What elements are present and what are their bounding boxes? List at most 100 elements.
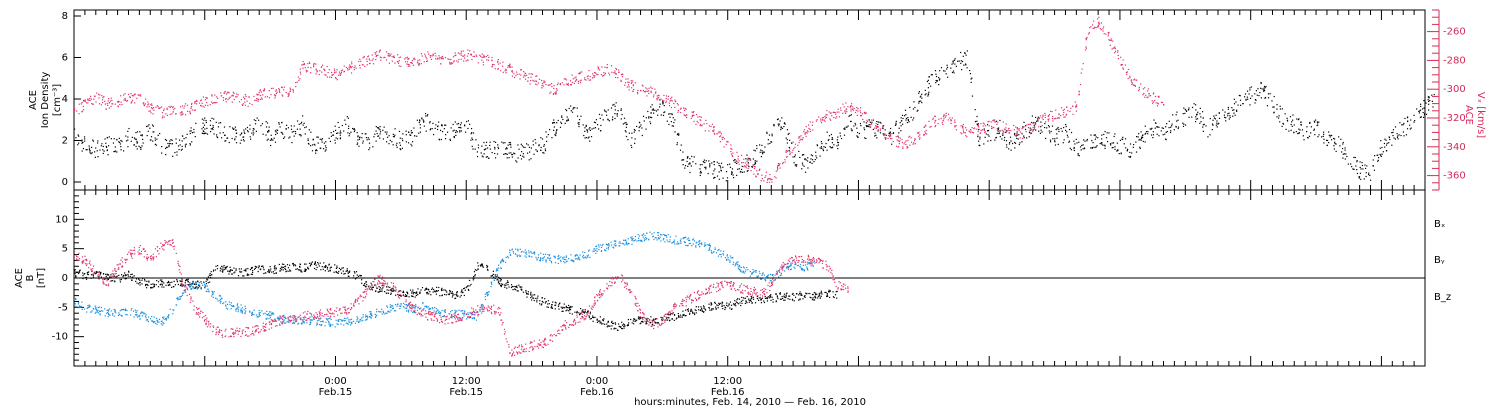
- data-point: [280, 269, 283, 271]
- data-point: [704, 309, 707, 311]
- data-point: [380, 290, 382, 292]
- data-point: [789, 295, 791, 297]
- data-point: [750, 159, 752, 161]
- data-point: [654, 109, 656, 111]
- data-point: [169, 106, 171, 109]
- data-point: [709, 163, 711, 165]
- data-point: [836, 111, 838, 113]
- data-point: [1145, 132, 1147, 134]
- data-point: [892, 141, 894, 143]
- data-point: [436, 290, 438, 292]
- data-point: [390, 292, 392, 294]
- data-point: [576, 115, 579, 117]
- data-point: [102, 96, 104, 99]
- data-point: [95, 311, 97, 313]
- data-point: [1083, 148, 1086, 150]
- data-point: [358, 138, 361, 140]
- data-point: [1068, 141, 1070, 143]
- data-point: [745, 158, 747, 160]
- data-point: [995, 120, 998, 122]
- data-point: [566, 119, 568, 122]
- data-point: [676, 102, 678, 105]
- data-point: [191, 283, 193, 285]
- data-point: [760, 156, 763, 158]
- data-point: [1055, 109, 1057, 111]
- data-point: [791, 298, 794, 300]
- data-point: [1147, 133, 1149, 135]
- data-point: [483, 153, 485, 155]
- data-point: [888, 132, 890, 134]
- data-point: [766, 298, 768, 300]
- data-point: [1334, 142, 1336, 145]
- data-point: [903, 143, 905, 145]
- data-point: [145, 287, 148, 289]
- data-point: [1129, 75, 1131, 77]
- data-point: [321, 66, 323, 68]
- data-point: [1041, 125, 1043, 127]
- data-point: [438, 138, 440, 140]
- data-point: [1013, 129, 1015, 131]
- data-point: [905, 140, 907, 142]
- data-point: [375, 53, 377, 55]
- data-point: [1091, 24, 1094, 26]
- data-point: [1289, 116, 1292, 118]
- data-point: [97, 312, 99, 314]
- data-point: [406, 294, 408, 297]
- data-point: [962, 127, 964, 129]
- data-point: [570, 105, 572, 107]
- data-point: [147, 284, 149, 287]
- data-point: [719, 165, 721, 167]
- data-point: [113, 138, 115, 140]
- data-point: [1323, 133, 1325, 135]
- data-point: [423, 121, 425, 123]
- data-point: [905, 117, 908, 120]
- data-point: [652, 96, 655, 98]
- data-point: [800, 294, 802, 296]
- data-point: [611, 325, 613, 327]
- data-point: [1101, 134, 1103, 136]
- data-point: [181, 280, 183, 282]
- data-point: [622, 323, 625, 325]
- data-point: [333, 70, 336, 72]
- data-point: [775, 300, 777, 302]
- data-point: [176, 151, 178, 153]
- data-point: [721, 302, 724, 304]
- data-point: [385, 286, 388, 288]
- data-point: [81, 110, 84, 112]
- data-point: [504, 286, 506, 288]
- data-point: [411, 59, 413, 62]
- data-point: [685, 114, 688, 116]
- data-point: [149, 110, 151, 112]
- data-point: [695, 163, 697, 165]
- data-point: [199, 285, 201, 287]
- data-point: [960, 60, 962, 62]
- data-point: [906, 121, 909, 124]
- data-point: [301, 64, 303, 66]
- data-point: [450, 62, 453, 64]
- data-point: [195, 281, 197, 283]
- data-point: [1070, 107, 1072, 109]
- data-point: [1062, 114, 1064, 116]
- data-point: [771, 296, 773, 298]
- data-point: [82, 141, 84, 144]
- data-point: [970, 81, 972, 83]
- data-point: [460, 291, 462, 293]
- data-point: [1063, 111, 1065, 114]
- data-point: [209, 276, 211, 279]
- data-point: [845, 108, 847, 110]
- data-point: [818, 116, 820, 118]
- data-point: [392, 287, 394, 289]
- data-point: [362, 277, 364, 279]
- data-point: [824, 291, 826, 294]
- data-point: [708, 125, 710, 127]
- data-point: [173, 109, 175, 111]
- data-point: [871, 119, 873, 121]
- data-point: [1089, 27, 1091, 29]
- data-point: [651, 324, 653, 326]
- data-point: [325, 149, 327, 151]
- data-point: [1276, 104, 1278, 106]
- data-point: [554, 304, 556, 306]
- data-point: [1191, 106, 1194, 109]
- data-point: [639, 323, 641, 325]
- data-point: [208, 281, 211, 283]
